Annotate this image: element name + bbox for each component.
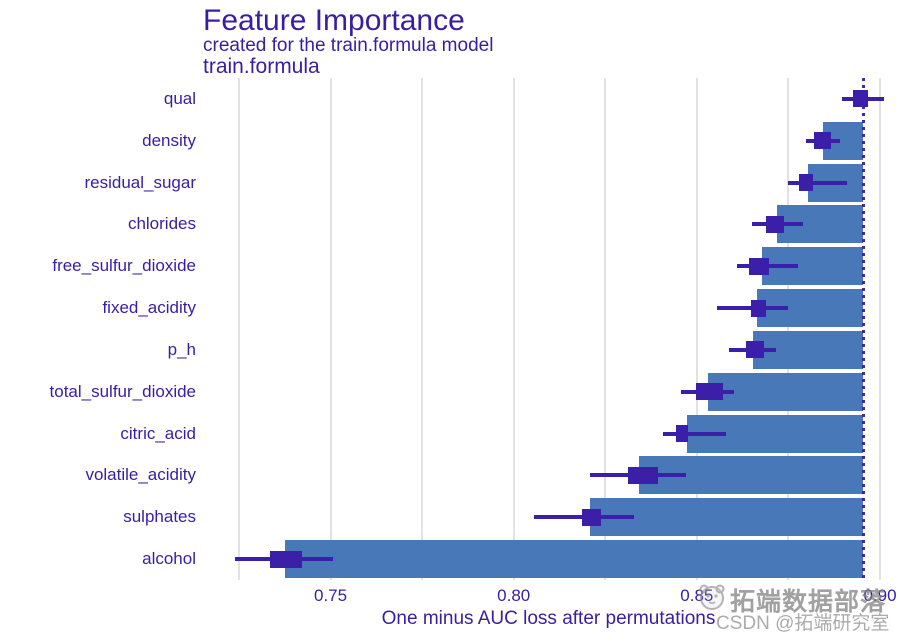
gridline	[787, 78, 790, 580]
gridline	[879, 78, 881, 580]
page-title: Feature Importance	[203, 4, 465, 37]
gridline	[421, 78, 424, 580]
x-axis-tick-0.85: 0.85	[680, 586, 714, 605]
boxplot-box-free_sulfur_dioxide	[748, 257, 769, 275]
gridline	[604, 78, 607, 580]
boxplot-box-sulphates	[581, 508, 601, 526]
y-axis-label-residual_sugar: residual_sugar	[84, 172, 196, 192]
plot-subtitle: created for the train.formula model	[203, 35, 494, 56]
y-axis-label-density: density	[142, 130, 196, 150]
boxplot-whisker-citric_acid	[663, 431, 726, 436]
x-axis-title: One minus AUC loss after permutations	[381, 608, 716, 629]
boxplot-box-citric_acid	[675, 425, 689, 443]
full-model-dashed-line	[861, 78, 865, 580]
y-axis-labels: qual density residual_sugar chlorides free_s…	[0, 0, 196, 643]
boxplot-box-chlorides	[766, 215, 785, 233]
boxplot-box-residual_sugar	[799, 174, 813, 192]
y-axis-label-citric_acid: citric_acid	[120, 423, 196, 443]
boxplot-box-total_sulfur_dioxide	[695, 383, 723, 401]
y-axis-label-p_h: p_h	[167, 339, 196, 359]
y-axis-label-qual: qual	[163, 88, 196, 108]
gridline	[237, 78, 240, 580]
x-axis-tick-0.90: 0.90	[863, 586, 897, 605]
boxplot-box-alcohol	[270, 550, 303, 568]
importance-bar-alcohol	[285, 540, 864, 579]
boxplot-box-fixed_acidity	[751, 299, 767, 317]
gridline	[695, 78, 698, 580]
boxplot-box-density	[814, 132, 831, 150]
plot-panel	[206, 78, 891, 580]
boxplot-box-p_h	[745, 341, 764, 359]
y-axis-label-total_sulfur_dioxide: total_sulfur_dioxide	[49, 381, 196, 401]
y-axis-label-free_sulfur_dioxide: free_sulfur_dioxide	[52, 256, 196, 276]
gridline	[512, 78, 515, 580]
gridline	[329, 78, 332, 580]
y-axis-label-chlorides: chlorides	[127, 214, 196, 234]
y-axis-label-sulphates: sulphates	[123, 507, 196, 527]
y-axis-label-fixed_acidity: fixed_acidity	[102, 298, 196, 318]
y-axis-label-volatile_acidity: volatile_acidity	[85, 465, 196, 485]
importance-bar-sulphates	[589, 498, 864, 537]
boxplot-box-qual	[852, 90, 868, 108]
boxplot-box-volatile_acidity	[627, 466, 658, 484]
facet-strip-label: train.formula	[203, 55, 320, 78]
y-axis-label-alcohol: alcohol	[142, 549, 196, 569]
x-axis-tick-0.80: 0.80	[497, 586, 531, 605]
boxplot-whisker-residual_sugar	[788, 180, 848, 185]
x-axis-tick-0.75: 0.75	[313, 586, 348, 605]
